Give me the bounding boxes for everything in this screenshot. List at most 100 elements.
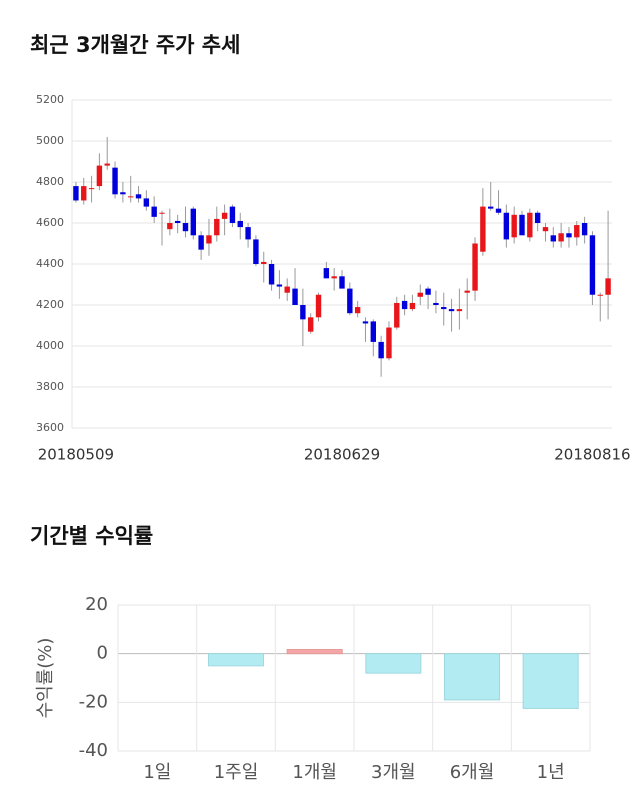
candle-body [472,243,478,291]
candle-body [433,302,439,305]
candle-body [339,276,345,289]
candle-body [198,235,204,250]
candle-body [245,227,251,240]
candle-body [276,284,283,287]
candle-body [214,218,220,236]
candle-body [331,276,337,279]
bar [207,653,265,667]
chart-title: 최근 3개월간 주가 추세 [30,33,240,57]
candle-body [237,220,243,228]
y-tick-label: 4200 [36,298,64,311]
candle-body [527,212,533,238]
candle-body [495,208,502,213]
x-tick-label: 20180629 [304,446,380,464]
candle-body [378,341,384,359]
x-tick-label: 20180816 [554,446,630,464]
candle-body [120,192,126,195]
candle-body [503,212,510,240]
candle-body [174,220,181,223]
candle-body [542,227,549,232]
candle-body [190,208,197,236]
candle-body [143,198,150,207]
candle-body [135,194,142,199]
candle-body [268,264,275,285]
candle-body [96,165,103,187]
candle-body [284,286,290,293]
candle-body [159,212,165,214]
y-tick-label: 3800 [36,380,64,393]
candle-body [386,327,392,359]
x-tick-label: 1일 [143,762,171,783]
y-tick-label: 5200 [36,93,64,106]
candle-body [88,188,95,190]
candle-body [362,321,369,324]
candle-body [315,294,322,318]
candle-body [550,235,557,242]
candle-body [127,196,134,198]
candle-body [370,321,377,342]
candle-body [323,268,330,279]
y-tick-label: 4800 [36,175,64,188]
candle-body [112,167,118,195]
candle-body [206,235,212,244]
candle-body [300,305,306,320]
y-tick-label: 20 [85,594,108,615]
candle-body [292,288,298,305]
candle-body [104,163,110,166]
candle-body [534,212,541,223]
candle-body [229,206,236,223]
bar [286,649,343,655]
candle-body [307,317,314,332]
candle-body [511,214,517,238]
candle-body [425,288,431,295]
bar [522,653,579,709]
candle-body [354,307,361,314]
candle-body [589,235,596,295]
candle-body [347,288,353,314]
y-tick-label: 0 [97,643,108,664]
candle-body [394,302,400,328]
candle-body [566,233,572,238]
y-tick-label: 4600 [36,216,64,229]
y-tick-label: 4000 [36,339,64,352]
candle-body [182,223,189,232]
y-tick-label: 3600 [36,421,64,434]
candle-body [73,186,79,201]
y-axis-label: 수익률(%) [35,638,56,719]
candle-body [480,206,486,252]
candle-body [417,292,423,297]
candle-body [401,300,408,310]
candle-body [574,225,580,238]
candle-body [441,307,447,310]
candle-body [81,186,87,201]
candle-body [597,294,603,296]
candle-body [581,223,588,236]
x-tick-label: 1년 [537,762,565,783]
y-tick-label: -20 [79,691,108,712]
candle-body [456,309,463,312]
x-tick-label: 6개월 [450,762,495,783]
candle-body [253,239,259,264]
candle-body [221,212,228,219]
x-tick-label: 3개월 [371,762,416,783]
bar [443,653,501,701]
x-tick-label: 1개월 [292,762,337,783]
candle-body [261,261,267,264]
chart-title: 기간별 수익률 [30,524,153,548]
candle-body [519,214,525,236]
candle-body [409,302,416,310]
candle-body [464,290,470,293]
y-tick-label: 5000 [36,134,64,147]
candle-body [605,278,611,295]
candle-body [167,223,173,230]
candle-body [487,206,494,209]
y-tick-label: -40 [79,740,108,761]
bar [365,653,422,674]
candle-body [558,233,564,242]
x-tick-label: 1주일 [214,762,259,783]
candle-body [448,309,455,312]
y-tick-label: 4400 [36,257,64,270]
candle-body [151,206,157,217]
x-tick-label: 20180509 [38,446,114,464]
